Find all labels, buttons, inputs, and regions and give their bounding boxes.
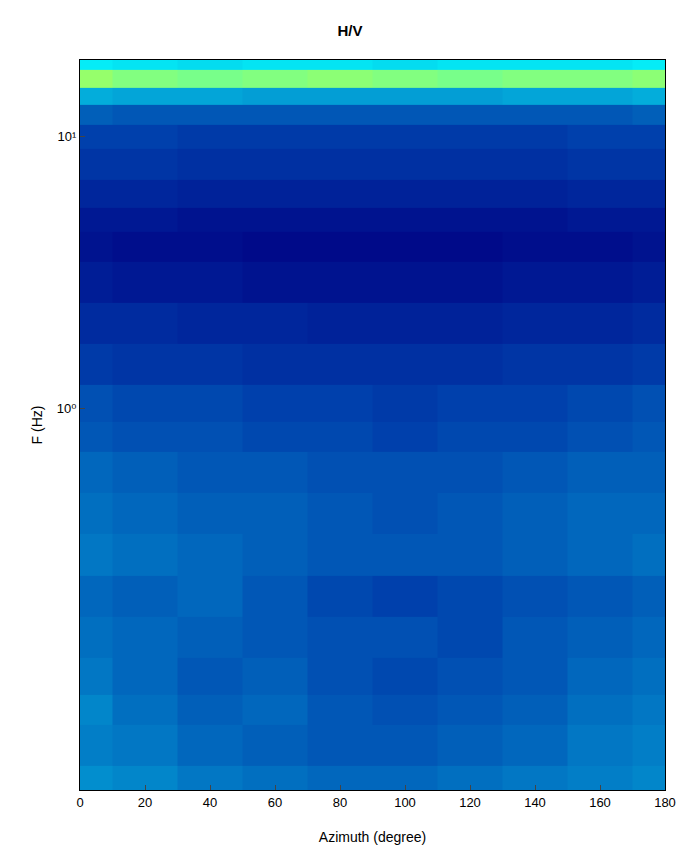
svg-text:80: 80: [333, 795, 347, 810]
svg-text:140: 140: [524, 795, 546, 810]
svg-text:40: 40: [203, 795, 217, 810]
svg-text:H/V: H/V: [337, 22, 362, 39]
svg-text:10⁰: 10⁰: [57, 401, 77, 416]
svg-text:160: 160: [589, 795, 611, 810]
svg-text:180: 180: [654, 795, 676, 810]
svg-text:100: 100: [394, 795, 416, 810]
svg-text:60: 60: [268, 795, 282, 810]
svg-text:120: 120: [459, 795, 481, 810]
svg-text:20: 20: [138, 795, 152, 810]
svg-text:Azimuth (degree): Azimuth (degree): [319, 829, 426, 845]
svg-text:F (Hz): F (Hz): [29, 406, 45, 445]
svg-text:10¹: 10¹: [58, 129, 77, 144]
svg-text:0: 0: [76, 795, 83, 810]
